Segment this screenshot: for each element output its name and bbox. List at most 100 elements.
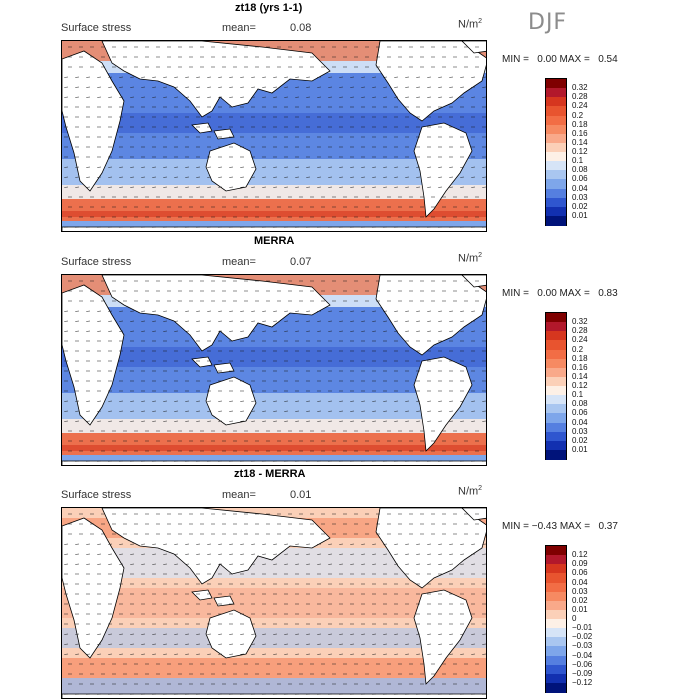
panel3-min-label: MIN = [502,521,529,532]
colorbar-tick-label: −0.04 [572,650,593,660]
colorbar-swatch [546,133,566,144]
colorbar-swatch [546,628,566,638]
colorbar-tick-label: 0.06 [572,174,588,184]
colorbar-swatch [546,79,566,89]
land-mass [62,284,125,426]
land-mass [461,508,486,521]
colorbar-tick-label: 0.04 [572,183,588,193]
colorbar-swatch [546,161,566,171]
colorbar-tick-label: 0.02 [572,201,588,211]
land-mass [191,122,213,134]
colorbar-tick-label: −0.02 [572,632,593,642]
panel1-field: Surface stress [61,22,132,34]
colorbar-tick-label: 0.01 [572,444,588,454]
panel1-min-value: 0.00 [537,54,557,65]
colorbar-swatch [546,97,566,107]
land-mass [375,275,486,356]
colorbar-tick-label: 0.24 [572,335,588,345]
land-mass [62,226,486,231]
colorbar-swatch [546,546,566,556]
colorbar-tick-label: 0.01 [572,604,588,614]
colorbar-tick-label: 0.14 [572,137,588,147]
colorbar-swatch [546,619,566,629]
colorbar-tick-label: 0.18 [572,353,588,363]
panel1-map [61,40,487,232]
colorbar-tick-label: 0.2 [572,344,584,354]
panel2-min-label: MIN = [502,288,529,299]
colorbar-tick-label: 0.14 [572,371,588,381]
field-band [62,221,486,231]
field-band [62,658,486,678]
land-mass [375,508,486,589]
colorbar-tick-label: −0.09 [572,668,593,678]
colorbar-tick-label: −0.12 [572,677,593,687]
colorbar-swatch [546,564,566,574]
field-band [62,433,486,455]
colorbar-tick-label: 0.08 [572,165,588,175]
panel2-mean-label: mean= [222,256,256,268]
colorbar-swatch [546,367,566,378]
land-mass [413,589,473,685]
panel2-map-svg [62,275,486,465]
colorbar-tick-label: 0.12 [572,550,588,560]
panel2-mean-value: 0.07 [290,256,312,268]
colorbar-swatch [546,124,566,135]
colorbar-tick-label: 0.03 [572,192,588,202]
land-mass [213,128,235,140]
panel1-units: N/m2 [458,18,482,31]
panel1-units-text: N/m [458,18,479,31]
colorbar-tick-label: 0 [572,614,577,623]
colorbar-swatch [546,322,566,332]
field-band [62,199,486,221]
colorbar-swatch [546,431,566,442]
land-mass [461,41,486,54]
colorbar-tick-label: 0.06 [572,408,588,418]
colorbar-tick-label: 0.24 [572,101,588,111]
field-band [62,455,486,465]
panel2-units: N/m2 [458,252,482,265]
panel3-max-label: MAX = [559,521,591,532]
field-band [62,419,486,433]
colorbar-tick-label: 0.02 [572,435,588,445]
colorbar-tick-label: 0.04 [572,417,588,427]
colorbar-tick-label: 0.18 [572,119,588,129]
panel1-min-label: MIN = [502,54,529,65]
colorbar-tick-label: 0.08 [572,399,588,409]
colorbar-tick-label: −0.03 [572,641,593,651]
colorbar-swatch [546,404,566,414]
field-band [62,347,486,367]
colorbar-swatch [546,582,566,593]
panel3-minmax: MIN = −0.43 MAX = 0.37 [502,521,618,532]
colorbar-swatch [546,106,566,116]
colorbar-swatch [546,179,566,189]
land-mass [213,595,235,607]
colorbar-swatch [546,170,566,180]
colorbar-tick-label: −0.01 [572,623,593,633]
land-mass [62,693,486,698]
colorbar-tick-label: 0.32 [572,317,588,327]
colorbar-swatch [546,340,566,350]
colorbar-swatch [546,88,566,98]
colorbar-swatch [546,206,566,217]
panel2-max-label: MAX = [559,288,590,299]
panel3-colorbar: 0.12 0.09 0.06 0.04 0.03 0.02 0.01 0 −0.01 −0.02−… [545,545,592,693]
colorbar-swatch [546,331,566,341]
panel3-mean-label: mean= [222,489,256,501]
colorbar-swatch [546,682,566,693]
panel1-colorbar: 0.32 0.28 0.24 0.2 0.18 0.16 0.14 0.12 0.1 0.08 0.… [545,78,588,226]
panel2-max-value: 0.83 [598,288,618,299]
land-mass [62,460,486,465]
field-band [62,113,486,133]
field-band [62,678,486,698]
colorbar-tick-label: 0.1 [572,390,584,400]
colorbar-swatch [546,449,566,460]
colorbar-swatch [546,115,566,126]
colorbar-tick-label: 0.04 [572,577,588,587]
field-band [62,211,486,217]
colorbar-tick-label: 0.16 [572,128,588,138]
land-mass [375,41,486,122]
colorbar-swatch [546,395,566,405]
panel3-min-value: −0.43 [531,521,558,532]
panel2-field: Surface stress [61,256,132,268]
colorbar-swatch [546,664,566,675]
